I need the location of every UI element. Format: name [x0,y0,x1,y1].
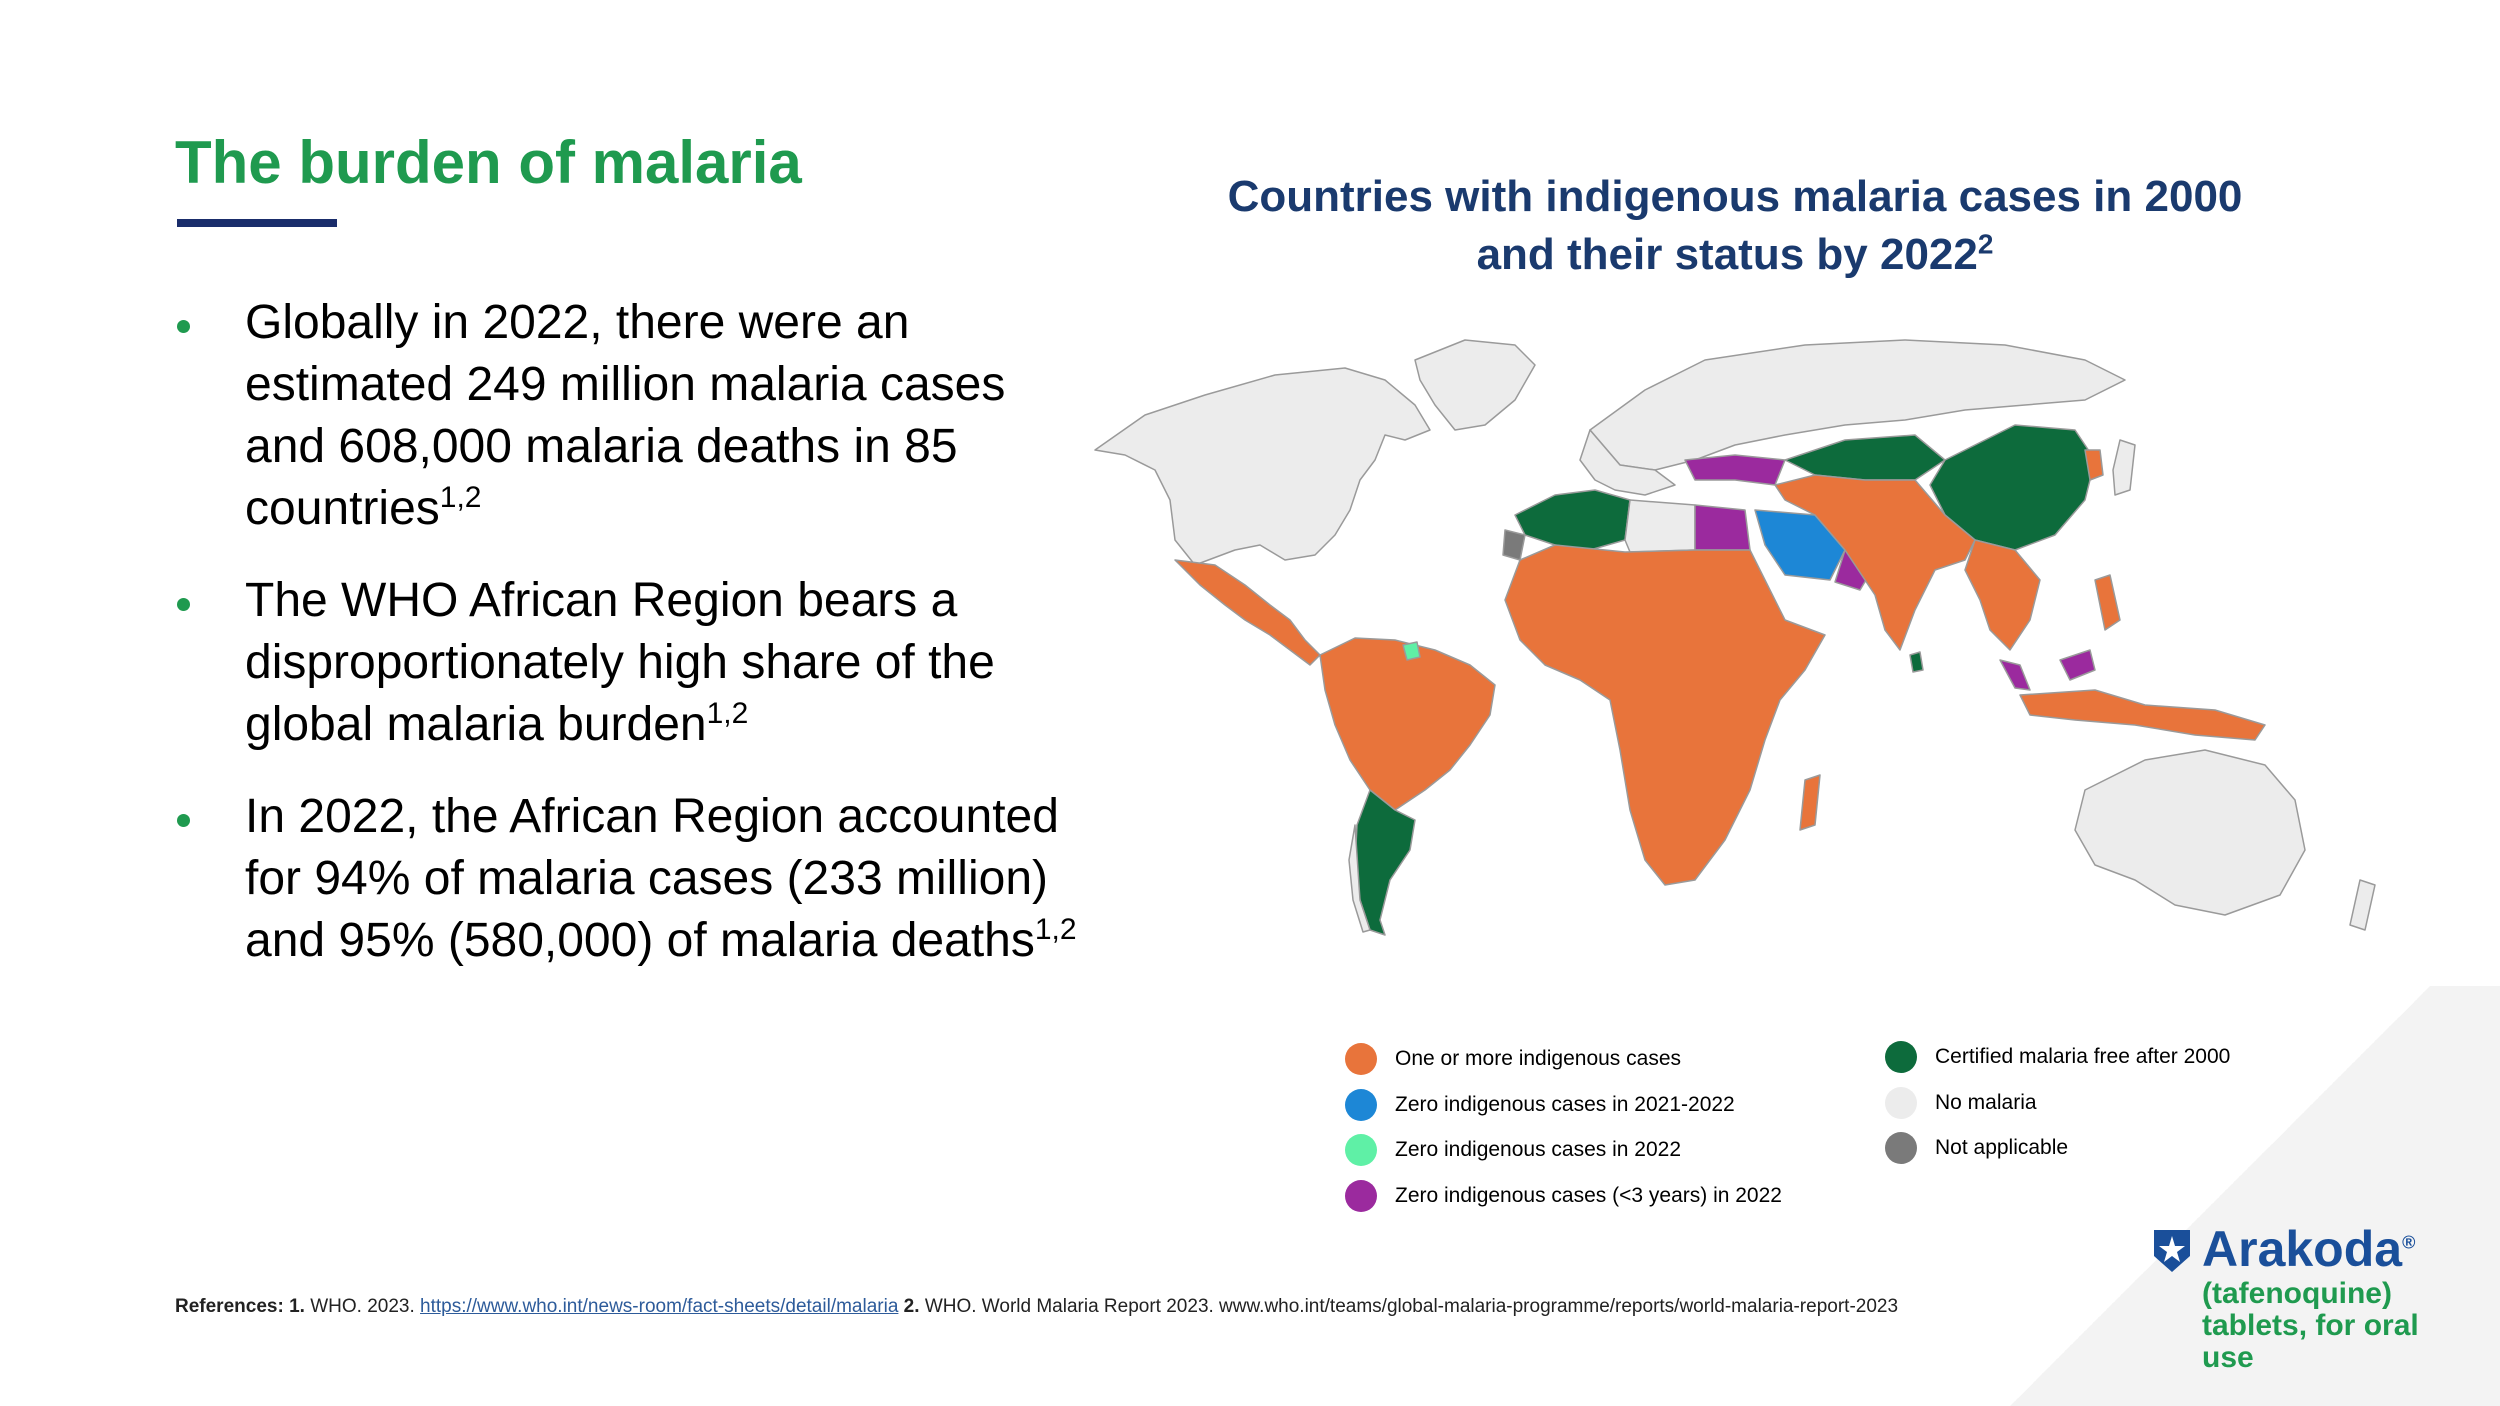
region-japan [2112,439,2136,496]
legend-label: Not applicable [1935,1136,2069,1159]
region-north-africa-free [1514,489,1631,551]
legend-swatch-dark-green [1885,1041,1917,1073]
legend-swatch-light-grey [1885,1087,1917,1119]
logo-subtitle: (tafenoquine) tablets, for oral use [2202,1277,2419,1374]
region-central-asia [1784,434,1946,481]
region-madagascar [1799,774,1821,831]
region-middle-east-purple [1684,454,1786,486]
ref1-link[interactable]: https://www.who.int/news-room/fact-sheet… [420,1296,899,1317]
map-title: Countries with indigenous malaria cases … [1130,168,2340,284]
legend-item: One or more indigenous cases [1345,1043,1681,1075]
bullet-item: In 2022, the African Region accounted fo… [175,786,1095,972]
bullet-text: Globally in 2022, there were an estimate… [245,296,1006,535]
bullet-item: The WHO African Region bears a dispropor… [175,570,1095,756]
references-label: References: [175,1296,284,1317]
legend-swatch-orange [1345,1043,1377,1075]
legend-label: One or more indigenous cases [1395,1047,1681,1070]
page-title: The burden of malaria [175,129,802,196]
bullet-list: Globally in 2022, there were an estimate… [175,292,1095,1002]
map-title-line1: Countries with indigenous malaria cases … [1227,172,2243,221]
region-south-america-north [1319,637,1496,811]
region-western-sahara [1502,529,1526,561]
legend-swatch-mint [1345,1134,1377,1166]
region-south-asia [1774,474,1976,651]
legend-swatch-purple [1345,1180,1377,1212]
legend-label: Certified malaria free after 2000 [1935,1045,2231,1068]
region-indonesia [2019,689,2266,741]
world-map [1094,339,2376,936]
legend-item: No malaria [1885,1087,2037,1119]
region-borneo-north [2059,649,2096,681]
map-title-line2: and their status by 20222 [1130,226,2340,284]
region-central-america [1174,559,1321,666]
region-europe [1579,429,1676,496]
legend-label: Zero indigenous cases in 2022 [1395,1138,1682,1161]
legend-item: Not applicable [1885,1132,2068,1164]
region-libya [1624,499,1696,553]
map-title-citation: 2 [1977,228,1994,260]
region-greenland [1414,339,1536,431]
legend-swatch-dark-grey [1885,1132,1917,1164]
star-shield-icon [2154,1230,2190,1272]
bullet-dot-icon [177,814,190,827]
region-korea [2084,449,2104,481]
legend-item: Certified malaria free after 2000 [1885,1041,2230,1073]
region-malaysia [1999,659,2031,691]
references: References: 1. WHO. 2023. https://www.wh… [175,1293,1995,1320]
region-southeast-asia [1964,539,2041,651]
bullet-dot-icon [177,598,190,611]
legend-item: Zero indigenous cases in 2022 [1345,1134,1681,1166]
region-sri-lanka [1909,651,1924,673]
region-philippines [2094,574,2121,631]
region-guiana [1402,641,1421,661]
bullet-text: In 2022, the African Region accounted fo… [245,790,1059,967]
ref2-number: 2. [903,1296,920,1317]
legend-label: Zero indigenous cases (<3 years) in 2022 [1395,1184,1782,1207]
ref1-text: WHO. 2023. [310,1296,415,1317]
bullet-citation: 1,2 [439,481,482,514]
logo-trademark: ® [2402,1232,2416,1253]
title-underline [177,219,337,227]
region-australia [2074,749,2306,916]
logo-name-text: Arakoda [2202,1221,2403,1277]
bullet-item: Globally in 2022, there were an estimate… [175,292,1095,540]
legend-item: Zero indigenous cases in 2021-2022 [1345,1089,1735,1121]
legend-item: Zero indigenous cases (<3 years) in 2022 [1345,1180,1782,1212]
logo-name: Arakoda® [2202,1220,2415,1278]
region-north-america [1094,367,1431,566]
bullet-text: The WHO African Region bears a dispropor… [245,574,995,751]
bullet-citation: 1,2 [1034,913,1077,946]
region-egypt [1694,504,1751,551]
region-new-zealand [2349,879,2376,931]
region-chile [1348,824,1371,933]
decorative-corner [1940,986,2500,1406]
legend-label: No malaria [1935,1091,2037,1114]
legend-swatch-blue [1345,1089,1377,1121]
bullet-dot-icon [177,320,190,333]
region-china [1929,424,2096,551]
legend-label: Zero indigenous cases in 2021-2022 [1395,1093,1735,1116]
region-sub-saharan-africa [1504,544,1826,886]
bullet-citation: 1,2 [706,697,749,730]
arakoda-logo: Arakoda® (tafenoquine) tablets, for oral… [2150,1220,2450,1374]
ref1-number: 1. [289,1296,305,1317]
map-title-line2-text: and their status by 2022 [1476,230,1978,279]
ref2-text: WHO. World Malaria Report 2023. www.who.… [924,1296,1899,1317]
